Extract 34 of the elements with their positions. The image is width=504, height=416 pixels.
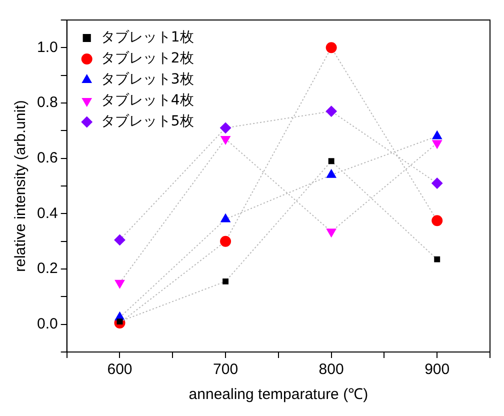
point: [326, 169, 336, 178]
legend-label: タブレット5枚: [100, 114, 194, 130]
x-tick-label: 900: [424, 361, 450, 378]
y-tick-label: 0.0: [36, 315, 58, 332]
point: [114, 234, 126, 246]
y-tick-label: 0.4: [36, 204, 58, 222]
point: [220, 236, 232, 247]
point: [220, 122, 232, 134]
point: [432, 140, 442, 149]
point: [326, 228, 336, 238]
x-tick-label: 600: [107, 361, 132, 378]
legend-label: タブレット3枚: [100, 72, 194, 88]
y-axis-title: relative intensity (arb.unit): [12, 100, 30, 272]
y-tick-label: 0.6: [36, 149, 58, 166]
legend-label: タブレット4枚: [100, 92, 194, 109]
point: [220, 214, 230, 222]
point: [432, 130, 442, 140]
legend-label: タブレット2枚: [100, 50, 194, 67]
x-tick-label: 700: [213, 361, 238, 378]
point: [328, 158, 334, 164]
x-axis-title: annealing temparature (℃): [188, 386, 368, 404]
point: [432, 215, 443, 226]
y-tick-label: 1.0: [36, 38, 58, 56]
point: [432, 178, 443, 189]
y-tick-label: 0.2: [36, 260, 58, 278]
point: [222, 278, 229, 284]
point: [114, 280, 125, 288]
point: [220, 136, 230, 144]
legend-label: タブレット1枚: [100, 30, 194, 46]
point: [434, 256, 440, 262]
point: [326, 42, 337, 54]
y-tick-label: 0.8: [36, 94, 58, 112]
point: [326, 106, 337, 117]
x-tick-label: 800: [318, 361, 344, 378]
